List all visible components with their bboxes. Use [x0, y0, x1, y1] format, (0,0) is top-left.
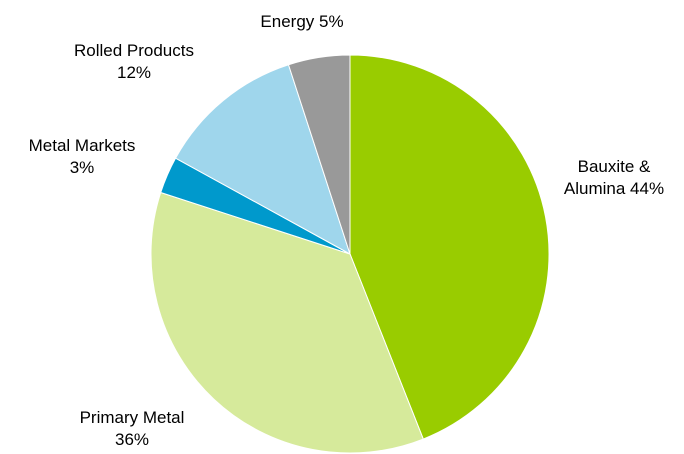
labels-layer: Bauxite & Alumina 44% Primary Metal 36% Meta…	[29, 12, 664, 449]
label-line: Alumina 44%	[564, 179, 664, 198]
label-line: 12%	[117, 63, 151, 82]
label-line: Rolled Products	[74, 41, 194, 60]
label-line: Primary Metal	[80, 408, 185, 427]
slice-energy	[287, 54, 351, 255]
label-rolled-products: Rolled Products 12%	[74, 41, 194, 82]
label-line: 36%	[115, 430, 149, 449]
slice-rolled-products	[174, 64, 351, 256]
slices-layer	[150, 54, 550, 454]
label-line: 3%	[70, 158, 95, 177]
label-metal-markets: Metal Markets 3%	[29, 136, 136, 177]
label-line: Metal Markets	[29, 136, 136, 155]
label-line: Energy 5%	[260, 12, 343, 31]
label-energy: Energy 5%	[260, 12, 343, 31]
slice-primary-metal	[150, 191, 424, 454]
slice-bauxite-alumina	[349, 54, 550, 440]
label-bauxite-alumina: Bauxite & Alumina 44%	[564, 157, 664, 198]
label-primary-metal: Primary Metal 36%	[80, 408, 185, 449]
label-line: Bauxite &	[578, 157, 651, 176]
